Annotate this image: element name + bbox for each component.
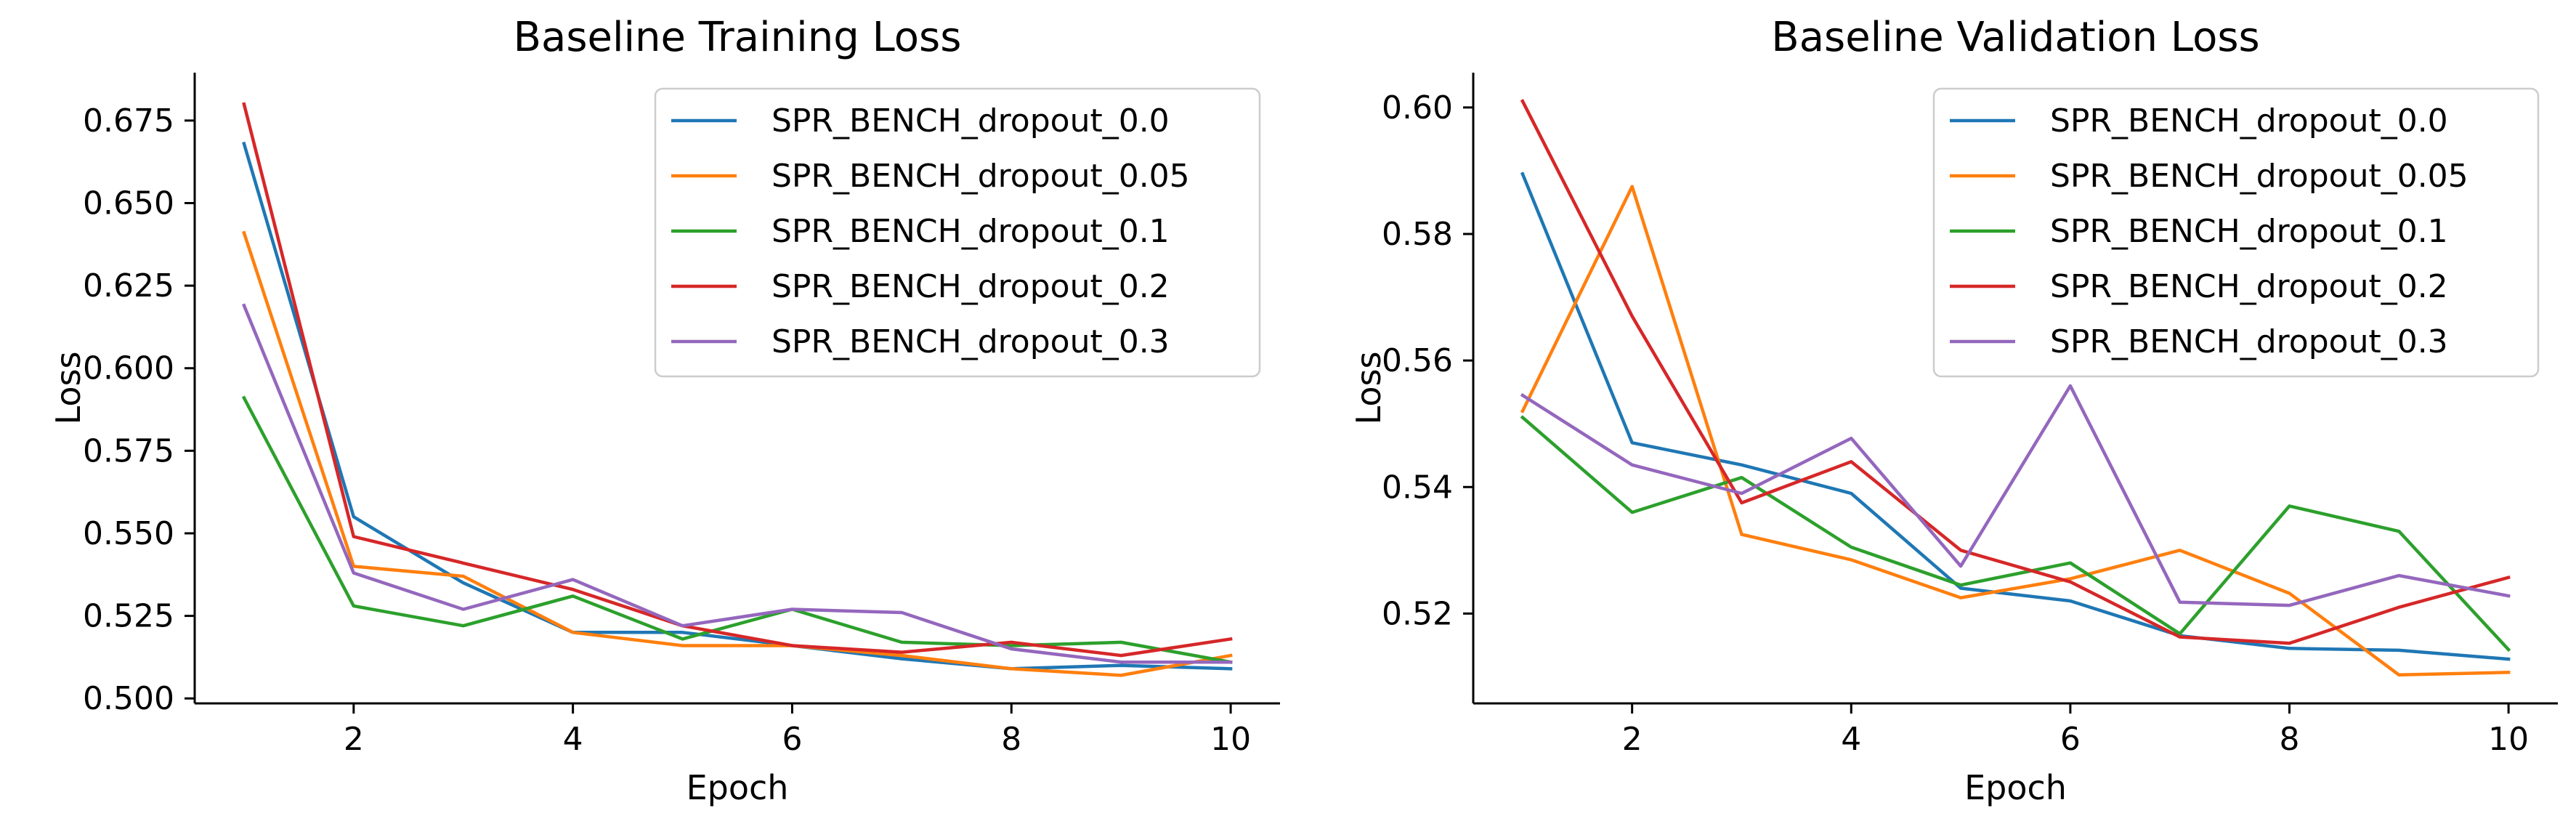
- legend-label: SPR_BENCH_dropout_0.05: [771, 158, 1190, 195]
- legend-label: SPR_BENCH_dropout_0.0: [2050, 102, 2448, 140]
- y-tick-label: 0.525: [83, 598, 174, 635]
- y-tick-label: 0.54: [1382, 469, 1453, 506]
- series-line-SPR_BENCH_dropout_0.05: [1520, 185, 2511, 677]
- x-tick-label: 6: [2060, 721, 2081, 758]
- legend: SPR_BENCH_dropout_0.0 SPR_BENCH_dropout_0…: [1932, 87, 2540, 378]
- legend-label: SPR_BENCH_dropout_0.0: [771, 102, 1170, 140]
- y-tick-label: 0.52: [1382, 595, 1453, 632]
- series-line-SPR_BENCH_dropout_0.1: [1520, 415, 2511, 653]
- y-tick-label: 0.500: [83, 680, 174, 717]
- x-tick-label: 2: [1622, 721, 1643, 758]
- x-axis-label: Epoch: [686, 768, 789, 807]
- series-line-SPR_BENCH_dropout_0.3: [1520, 384, 2511, 607]
- y-tick-label: 0.60: [1382, 89, 1453, 126]
- subplot-1: Baseline Training Loss 2 4 6 8 10 0.500 0.525 0.…: [49, 14, 1280, 807]
- x-tick-label: 8: [1001, 721, 1021, 758]
- x-axis-label: Epoch: [1964, 768, 2067, 807]
- chart-title: Baseline Training Loss: [514, 14, 962, 61]
- legend-label: SPR_BENCH_dropout_0.05: [2050, 158, 2468, 195]
- x-tick-label: 6: [782, 721, 802, 758]
- x-tick-label: 10: [2488, 721, 2529, 758]
- legend-frame: [654, 87, 1261, 378]
- series-line-SPR_BENCH_dropout_0.2: [242, 102, 1233, 658]
- y-tick-label: 0.58: [1382, 216, 1453, 253]
- y-axis-label: Loss: [1349, 352, 1388, 425]
- x-tick-label: 4: [1841, 721, 1861, 758]
- chart-title: Baseline Validation Loss: [1771, 14, 2259, 61]
- legend-label: SPR_BENCH_dropout_0.3: [771, 323, 1170, 360]
- y-tick-label: 0.600: [83, 350, 174, 387]
- x-tick-label: 2: [344, 721, 364, 758]
- y-tick-label: 0.575: [83, 432, 174, 469]
- legend: SPR_BENCH_dropout_0.0 SPR_BENCH_dropout_0…: [654, 87, 1261, 378]
- series-line-SPR_BENCH_dropout_0.2: [1520, 99, 2511, 645]
- y-tick-label: 0.625: [83, 267, 174, 304]
- x-tick-label: 4: [563, 721, 583, 758]
- legend-label: SPR_BENCH_dropout_0.3: [2050, 323, 2448, 360]
- series-line-SPR_BENCH_dropout_0.3: [241, 303, 1233, 664]
- legend-label: SPR_BENCH_dropout_0.1: [771, 213, 1170, 250]
- y-axis-label: Loss: [49, 352, 88, 425]
- y-tick-label: 0.650: [83, 185, 174, 222]
- y-tick-label: 0.56: [1382, 342, 1453, 379]
- legend-label: SPR_BENCH_dropout_0.2: [771, 268, 1170, 305]
- series-line-SPR_BENCH_dropout_0.05: [242, 230, 1233, 677]
- y-tick-label: 0.675: [83, 102, 174, 140]
- legend-frame: [1932, 87, 2540, 378]
- subplot-2: Baseline Validation Loss 2 4 6 8 10 0.52 0.54 0.…: [1349, 14, 2558, 807]
- series-line-SPR_BENCH_dropout_0.0: [1520, 171, 2511, 661]
- legend-label: SPR_BENCH_dropout_0.1: [2050, 213, 2448, 250]
- legend-label: SPR_BENCH_dropout_0.2: [2050, 268, 2448, 305]
- x-tick-label: 8: [2280, 721, 2300, 758]
- y-tick-label: 0.550: [83, 515, 174, 552]
- x-tick-label: 10: [1210, 721, 1251, 758]
- series-line-SPR_BENCH_dropout_0.1: [241, 395, 1233, 664]
